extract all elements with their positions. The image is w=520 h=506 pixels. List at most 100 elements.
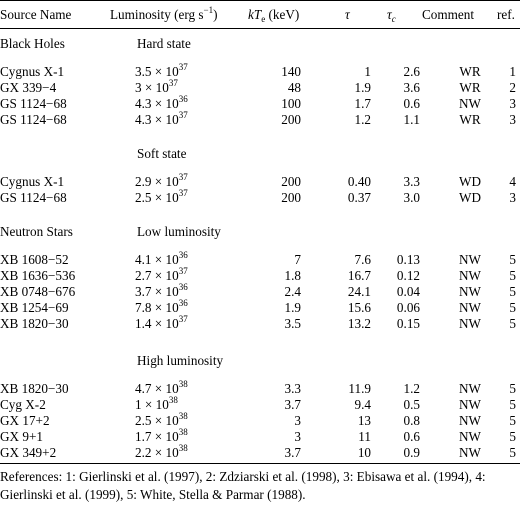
- cell-tau: 9.4: [354, 397, 371, 412]
- header-kte: kTe (keV): [248, 7, 300, 24]
- cell-kte: 200: [281, 174, 301, 189]
- cell-ref: 5: [509, 284, 516, 299]
- cell-kte: 7: [294, 252, 301, 267]
- cell-kte: 48: [287, 80, 301, 95]
- cell-tau: 13: [357, 413, 371, 428]
- header-luminosity: Luminosity (erg s−1): [110, 5, 218, 23]
- cell-luminosity: 2.9 × 1037: [135, 172, 188, 190]
- cell-luminosity: 4.3 × 1036: [135, 94, 188, 112]
- header-comment: Comment: [422, 7, 475, 22]
- cell-luminosity: 1.7 × 1038: [135, 427, 188, 445]
- cell-luminosity: 4.3 × 1037: [135, 110, 188, 128]
- cell-ref: 5: [509, 429, 516, 444]
- cell-luminosity: 3 × 1037: [135, 78, 178, 96]
- cell-tau: 1: [364, 64, 371, 79]
- cell-luminosity: 1 × 1038: [135, 395, 178, 413]
- cell-kte: 1.8: [284, 268, 301, 283]
- cell-ref: 5: [509, 445, 516, 460]
- cell-kte: 2.4: [284, 284, 301, 299]
- cell-tauc: 0.6: [403, 429, 420, 444]
- cell-comment: NW: [459, 300, 481, 315]
- cell-tauc: 0.9: [403, 445, 420, 460]
- cell-luminosity: 1.4 × 1037: [135, 314, 188, 332]
- cell-comment: NW: [459, 252, 481, 267]
- cell-tau: 10: [357, 445, 371, 460]
- cell-comment: WR: [459, 112, 481, 127]
- cell-kte: 3.7: [284, 397, 301, 412]
- cell-ref: 5: [509, 381, 516, 396]
- header-rule: [0, 28, 520, 29]
- cell-comment: NW: [459, 413, 481, 428]
- cell-tauc: 0.8: [403, 413, 420, 428]
- cell-name: XB 0748−676: [0, 284, 76, 299]
- section-soft-state: Soft state: [137, 146, 187, 161]
- cell-tauc: 1.1: [403, 112, 420, 127]
- cell-name: Cyg X-2: [0, 397, 46, 412]
- cell-kte: 3: [294, 413, 301, 428]
- cell-tauc: 0.5: [403, 397, 420, 412]
- header-tau-c: τc: [387, 7, 396, 24]
- section-high-luminosity: High luminosity: [137, 353, 224, 368]
- section-hard-state: Hard state: [137, 36, 191, 51]
- cell-comment: WD: [459, 190, 481, 205]
- cell-name: XB 1608−52: [0, 252, 69, 267]
- cell-ref: 2: [509, 80, 516, 95]
- header-tau: τ: [345, 7, 350, 22]
- cell-ref: 5: [509, 413, 516, 428]
- section-black-holes: Black Holes: [0, 36, 65, 51]
- cell-ref: 5: [509, 316, 516, 331]
- cell-ref: 5: [509, 397, 516, 412]
- cell-luminosity: 2.5 × 1037: [135, 188, 188, 206]
- cell-tauc: 3.0: [403, 190, 420, 205]
- cell-kte: 100: [281, 96, 301, 111]
- cell-luminosity: 2.5 × 1038: [135, 411, 188, 429]
- cell-name: Cygnus X-1: [0, 174, 65, 189]
- cell-name: GX 349+2: [0, 445, 57, 460]
- cell-name: GX 9+1: [0, 429, 43, 444]
- cell-tauc: 3.6: [403, 80, 420, 95]
- cell-tau: 15.6: [347, 300, 371, 315]
- cell-comment: NW: [459, 268, 481, 283]
- cell-comment: NW: [459, 445, 481, 460]
- header-source-name: Source Name: [0, 7, 72, 22]
- cell-kte: 3.7: [284, 445, 301, 460]
- cell-tau: 7.6: [354, 252, 371, 267]
- cell-name: XB 1820−30: [0, 316, 69, 331]
- section-low-luminosity: Low luminosity: [137, 224, 221, 239]
- cell-ref: 3: [509, 190, 516, 205]
- cell-tauc: 0.04: [396, 284, 420, 299]
- cell-tau: 11: [358, 429, 371, 444]
- cell-name: Cygnus X-1: [0, 64, 65, 79]
- cell-tau: 24.1: [347, 284, 371, 299]
- cell-name: XB 1636−536: [0, 268, 76, 283]
- cell-tauc: 3.3: [403, 174, 420, 189]
- bottom-rule: [0, 463, 520, 464]
- cell-luminosity: 2.7 × 1037: [135, 266, 188, 284]
- cell-ref: 4: [509, 174, 516, 189]
- cell-comment: NW: [459, 397, 481, 412]
- cell-tau: 0.40: [347, 174, 371, 189]
- cell-comment: WD: [459, 174, 481, 189]
- cell-tau: 11.9: [348, 381, 371, 396]
- cell-ref: 3: [509, 112, 516, 127]
- cell-name: GS 1124−68: [0, 112, 67, 127]
- cell-comment: NW: [459, 381, 481, 396]
- cell-kte: 140: [281, 64, 301, 79]
- cell-kte: 200: [281, 112, 301, 127]
- cell-kte: 3: [294, 429, 301, 444]
- cell-name: GS 1124−68: [0, 96, 67, 111]
- cell-ref: 3: [509, 96, 516, 111]
- cell-name: XB 1254−69: [0, 300, 69, 315]
- cell-tauc: 0.13: [396, 252, 420, 267]
- cell-tau: 1.7: [354, 96, 371, 111]
- references-note: References: 1: Gierlinski et al. (1997),…: [0, 469, 486, 502]
- cell-tau: 1.2: [354, 112, 371, 127]
- cell-kte: 1.9: [284, 300, 301, 315]
- cell-tau: 16.7: [347, 268, 371, 283]
- cell-tauc: 0.06: [396, 300, 420, 315]
- cell-tauc: 0.6: [403, 96, 420, 111]
- cell-comment: NW: [459, 96, 481, 111]
- header-ref: ref.: [497, 7, 515, 22]
- cell-ref: 5: [509, 268, 516, 283]
- cell-ref: 5: [509, 252, 516, 267]
